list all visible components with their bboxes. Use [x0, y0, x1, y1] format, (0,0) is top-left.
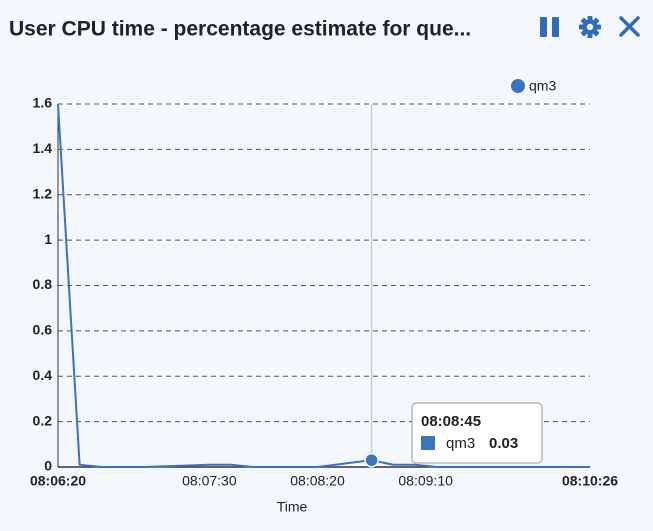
x-tick-label: 08:06:20: [30, 473, 86, 489]
y-tick-label: 1.2: [33, 185, 53, 201]
x-tick-label: 08:07:30: [182, 473, 237, 489]
x-tick-label: 08:10:26: [562, 473, 618, 489]
y-tick-label: 0.6: [33, 322, 53, 338]
x-tick-label: 08:09:10: [398, 473, 453, 489]
tooltip: 08:08:45 qm3 0.03: [411, 402, 543, 464]
tooltip-series: qm3: [446, 435, 475, 452]
tooltip-swatch: [421, 436, 435, 450]
close-button[interactable]: [619, 16, 640, 37]
y-tick-label: 0.2: [33, 412, 53, 428]
y-tick-label: 1.4: [33, 140, 53, 156]
x-tick-label: 08:08:20: [290, 473, 345, 489]
y-tick-label: 1: [44, 231, 52, 247]
series-line: [57, 103, 590, 468]
hover-marker: [364, 452, 379, 468]
y-tick-label: 1.6: [33, 95, 53, 111]
legend-label: qm3: [529, 78, 556, 94]
legend-marker: [511, 79, 525, 93]
x-axis-label: Time: [277, 499, 308, 515]
y-tick-label: 0.4: [33, 367, 53, 383]
tooltip-box: [411, 402, 543, 464]
tooltip-time: 08:08:45: [421, 413, 481, 430]
y-tick-label: 0.8: [33, 276, 53, 292]
pause-button[interactable]: [540, 17, 559, 37]
tooltip-value: 0.03: [489, 435, 518, 452]
y-tick-label: 0: [44, 458, 52, 474]
chart-title: User CPU time - percentage estimate for …: [9, 18, 471, 41]
settings-button[interactable]: [579, 16, 601, 38]
